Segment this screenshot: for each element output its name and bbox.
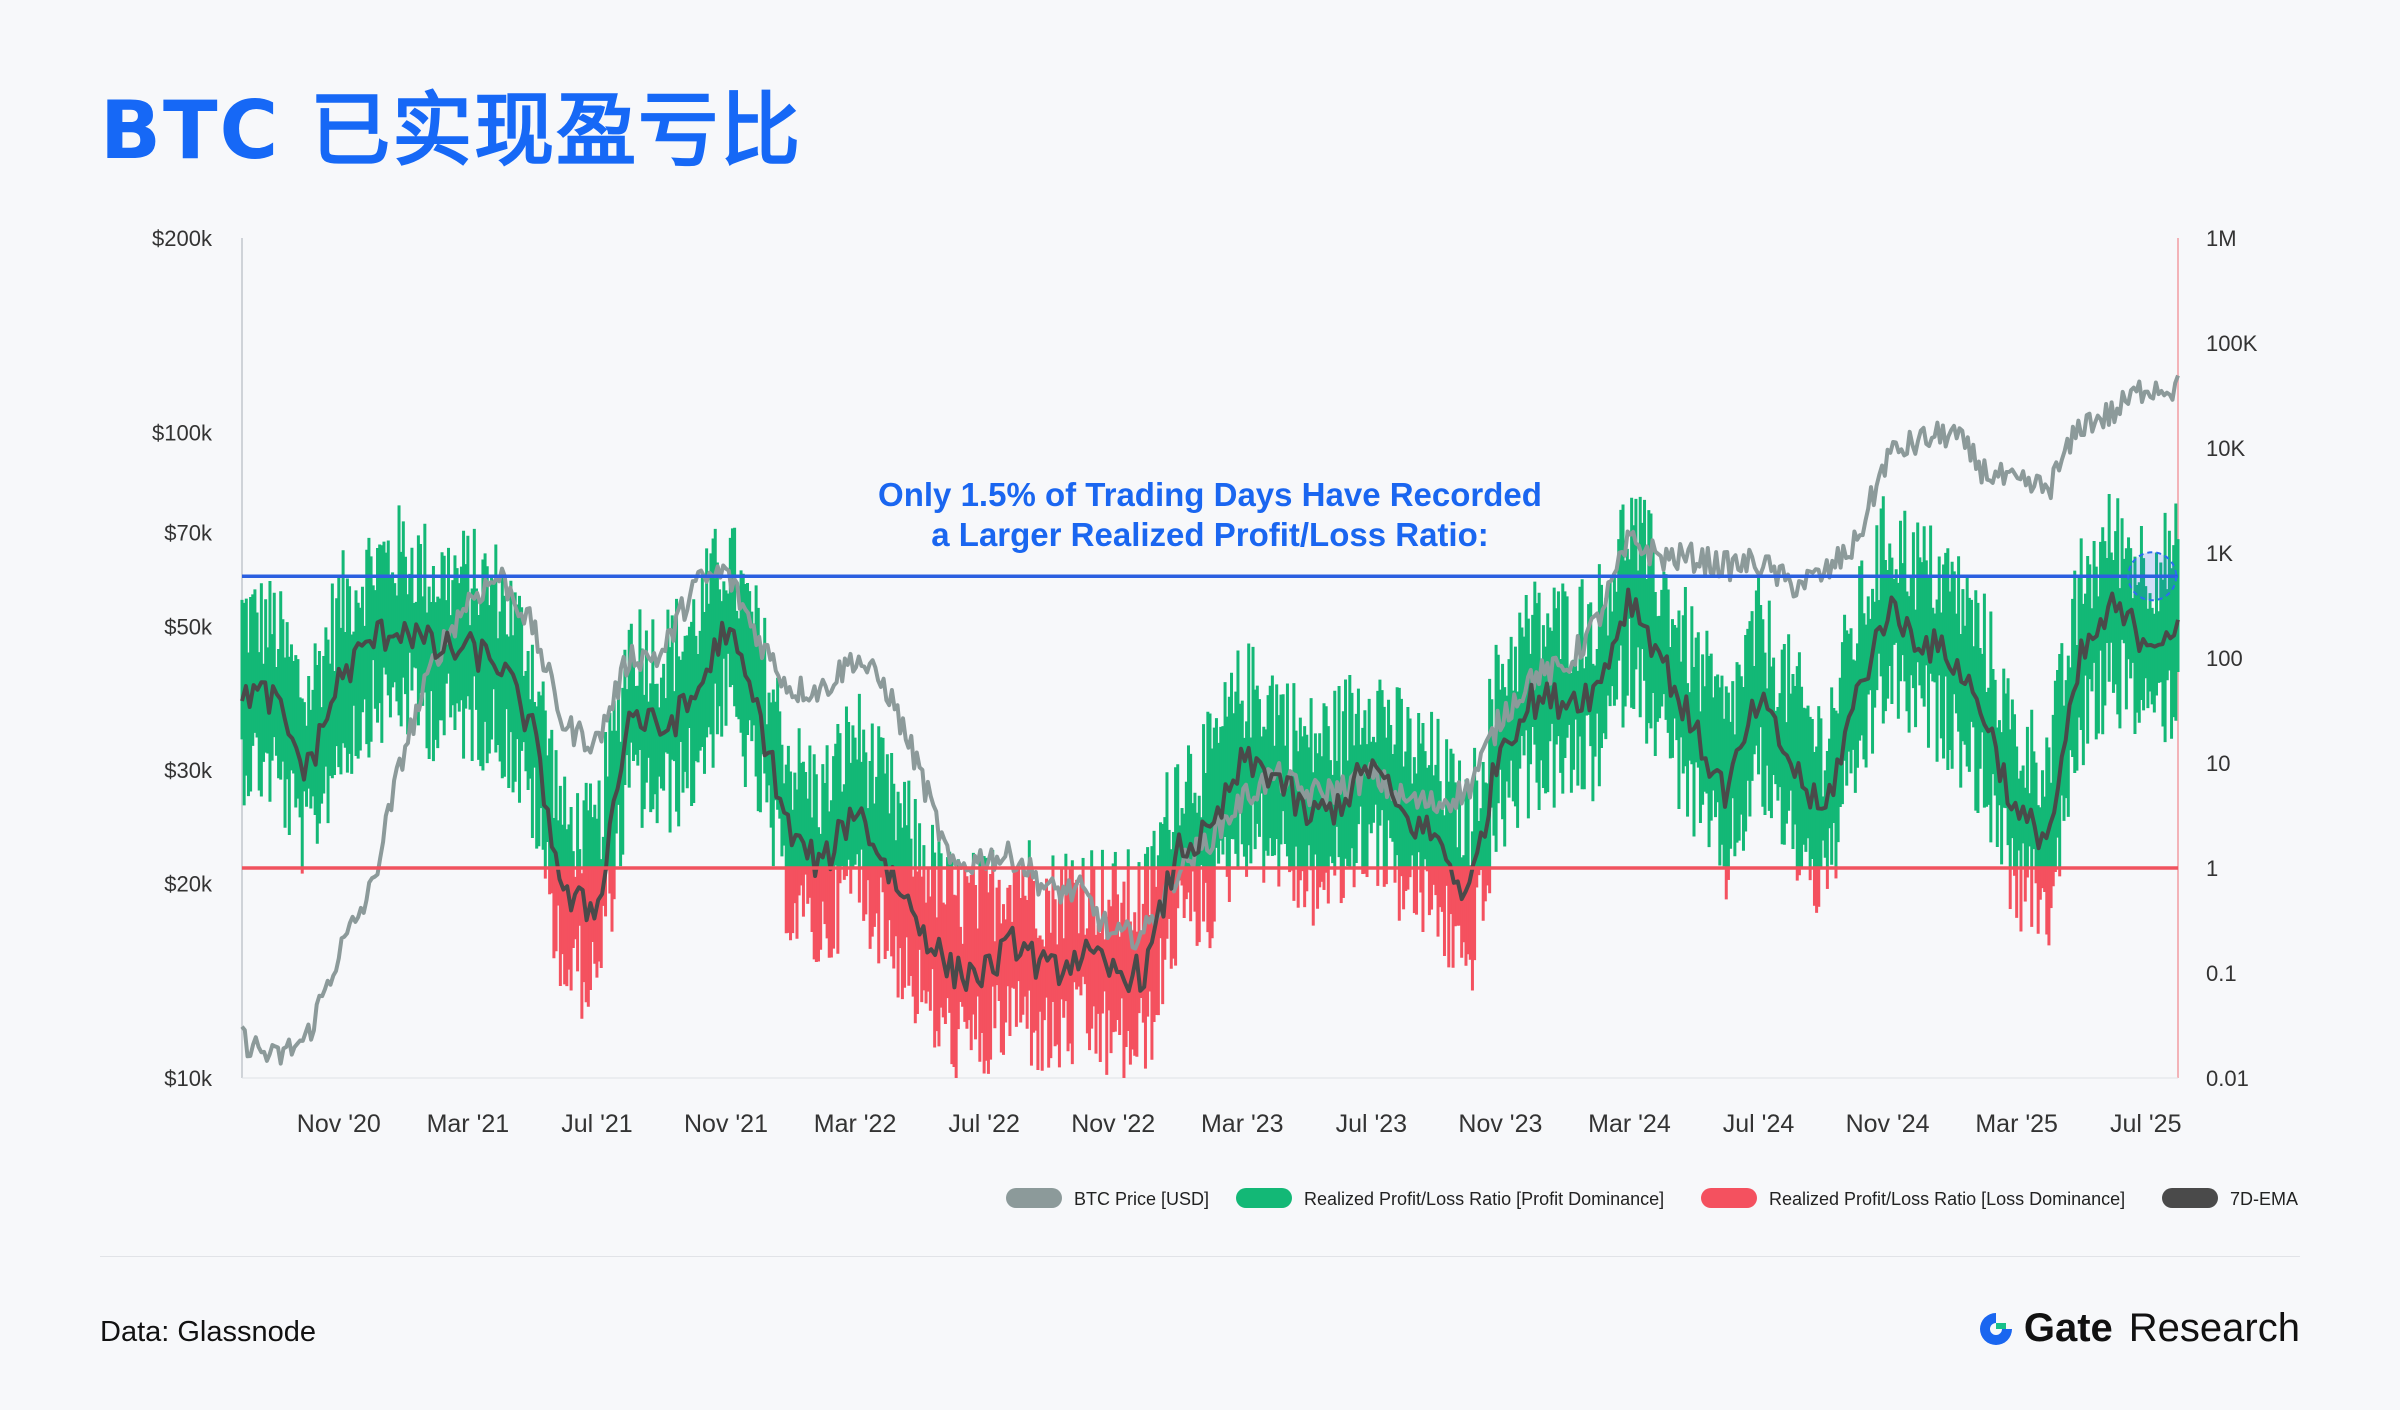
- x-tick-label: Jul '23: [1336, 1110, 1407, 1138]
- left-tick-label: $10k: [164, 1066, 213, 1091]
- x-tick-label: Nov '24: [1846, 1110, 1930, 1138]
- left-tick-label: $50k: [164, 615, 213, 640]
- x-tick-label: Jul '24: [1723, 1110, 1795, 1138]
- x-tick-label: Nov '22: [1071, 1110, 1155, 1138]
- brand-suffix: Research: [2128, 1306, 2300, 1350]
- right-tick-label: 100K: [2206, 331, 2258, 356]
- x-tick-label: Jul '25: [2110, 1110, 2181, 1138]
- left-tick-label: $20k: [164, 872, 213, 897]
- x-tick-label: Nov '20: [297, 1110, 381, 1138]
- btc-price-line: [240, 374, 2180, 1066]
- left-tick-label: $30k: [164, 758, 213, 783]
- x-tick-label: Mar '21: [427, 1110, 510, 1138]
- ratio-bars-layer: [240, 494, 2180, 1078]
- right-tick-label: 10K: [2206, 436, 2245, 461]
- x-tick-label: Nov '21: [684, 1110, 768, 1138]
- left-tick-label: $100k: [152, 420, 213, 445]
- left-tick-label: $200k: [152, 226, 213, 251]
- brand-name: Gate: [2023, 1306, 2113, 1350]
- legend-swatch: [1006, 1188, 1062, 1208]
- legend-swatch: [2162, 1188, 2218, 1208]
- right-tick-label: 10: [2206, 751, 2230, 776]
- brand-logo: Gate Research: [1976, 1306, 2300, 1351]
- legend-swatch: [1701, 1188, 1757, 1208]
- x-tick-label: Mar '22: [814, 1110, 897, 1138]
- highlight-circle: [2127, 551, 2178, 602]
- x-tick-label: Nov '23: [1458, 1110, 1542, 1138]
- x-tick-label: Jul '22: [948, 1110, 1019, 1138]
- reference-lines-layer: [242, 551, 2178, 870]
- page-title: BTC 已实现盈亏比: [100, 84, 803, 177]
- annotation-text: Only 1.5% of Trading Days Have Recorded: [878, 476, 1542, 513]
- legend-label: Realized Profit/Loss Ratio [Profit Domin…: [1304, 1189, 1664, 1209]
- ema-line: [240, 587, 2180, 994]
- legend-swatch: [1236, 1188, 1292, 1208]
- right-tick-label: 100: [2206, 646, 2243, 671]
- footer-divider: [100, 1256, 2300, 1257]
- gate-logo-icon: [1979, 1312, 2012, 1345]
- axes-layer: $200k $100k $70k $50k $30k $20k $10k 1M 100K 10K 1…: [152, 226, 2258, 1138]
- right-tick-label: 1M: [2206, 226, 2237, 251]
- left-tick-label: $70k: [164, 520, 213, 545]
- annotation-layer: Only 1.5% of Trading Days Have Recordeda…: [878, 476, 1542, 553]
- annotation-text: a Larger Realized Profit/Loss Ratio:: [931, 516, 1488, 553]
- legend: BTC Price [USD] Realized Profit/Loss Rati…: [1006, 1188, 2298, 1209]
- chart: $200k $100k $70k $50k $30k $20k $10k 1M 100K 10K 1…: [152, 226, 2298, 1209]
- legend-label: BTC Price [USD]: [1074, 1189, 1209, 1209]
- right-tick-label: 0.1: [2206, 961, 2237, 986]
- x-tick-label: Mar '25: [1975, 1110, 2058, 1138]
- right-tick-label: 1K: [2206, 541, 2233, 566]
- data-source: Data: Glassnode: [100, 1316, 317, 1348]
- x-tick-label: Mar '24: [1588, 1110, 1671, 1138]
- legend-label: 7D-EMA: [2230, 1189, 2298, 1209]
- x-tick-label: Jul '21: [561, 1110, 632, 1138]
- right-tick-label: 0.01: [2206, 1066, 2249, 1091]
- btc-price-layer: [240, 374, 2180, 1066]
- x-tick-label: Mar '23: [1201, 1110, 1284, 1138]
- right-tick-label: 1: [2206, 856, 2218, 881]
- ema-layer: [240, 587, 2180, 994]
- legend-label: Realized Profit/Loss Ratio [Loss Dominan…: [1769, 1189, 2125, 1209]
